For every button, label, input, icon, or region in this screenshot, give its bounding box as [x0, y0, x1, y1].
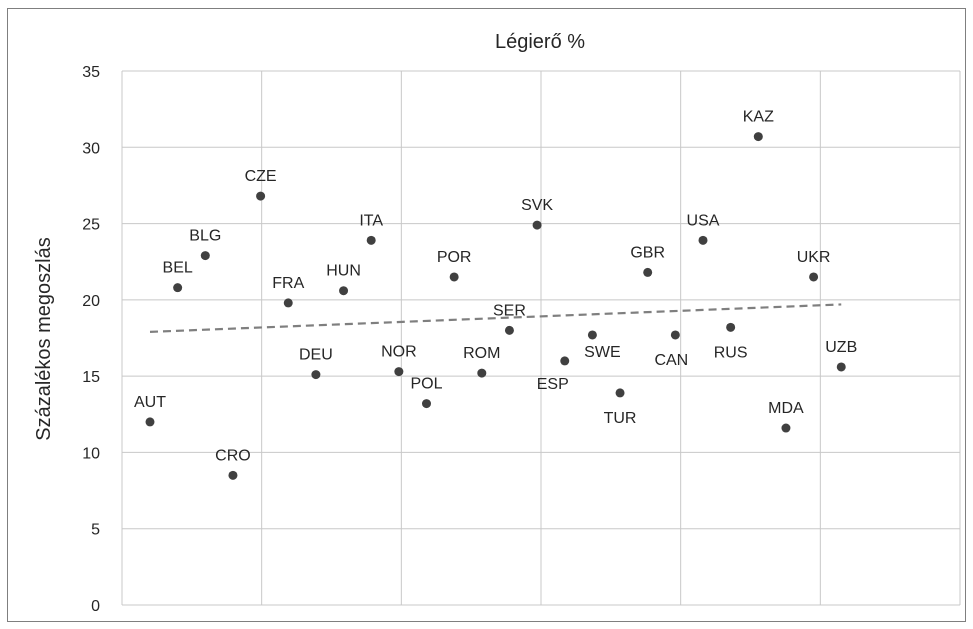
data-label-deu: DEU [299, 347, 333, 364]
data-point-aut [145, 417, 155, 427]
data-point-esp [560, 356, 570, 366]
chart-title: Légierő % [495, 31, 585, 53]
data-points [145, 132, 846, 480]
data-label-mda: MDA [768, 400, 804, 417]
data-point-rom [477, 368, 487, 378]
data-point-ita [366, 235, 376, 245]
data-point-hun [339, 286, 349, 296]
data-label-svk: SVK [521, 197, 553, 214]
data-point-cze [256, 191, 266, 201]
data-label-kaz: KAZ [743, 109, 774, 126]
data-point-bel [173, 283, 183, 293]
y-tick-label: 5 [91, 522, 100, 539]
data-point-mda [781, 423, 791, 433]
data-label-nor: NOR [381, 344, 417, 361]
gridlines [121, 70, 961, 606]
data-point-por [449, 272, 459, 282]
data-point-kaz [753, 132, 763, 142]
data-label-ita: ITA [359, 212, 383, 229]
data-label-usa: USA [687, 212, 720, 229]
data-label-aut: AUT [134, 394, 166, 411]
data-label-bel: BEL [163, 260, 193, 277]
data-label-por: POR [437, 249, 472, 266]
data-point-rus [726, 322, 736, 332]
data-label-pol: POL [410, 376, 442, 393]
data-label-swe: SWE [584, 344, 620, 361]
y-tick-label: 30 [82, 140, 100, 157]
data-label-ser: SER [493, 302, 526, 319]
data-point-swe [587, 330, 597, 340]
data-label-ukr: UKR [797, 249, 831, 266]
data-point-deu [311, 370, 321, 380]
data-label-tur: TUR [604, 410, 637, 427]
data-label-blg: BLG [189, 228, 221, 245]
y-tick-label: 25 [82, 217, 100, 234]
data-point-cro [228, 470, 238, 480]
data-point-ser [504, 325, 514, 335]
data-point-fra [283, 298, 293, 308]
data-point-gbr [643, 267, 653, 277]
data-point-blg [200, 251, 210, 261]
data-label-rus: RUS [714, 344, 748, 361]
trendline [149, 303, 842, 333]
data-point-usa [698, 235, 708, 245]
y-tick-label: 10 [82, 445, 100, 462]
data-label-cze: CZE [245, 168, 277, 185]
y-axis-title: Százalékos megoszlás [33, 237, 55, 440]
data-labels: AUT BEL BLG CRO CZE FRA DEU HUN ITA NOR POL POR ROM S… [134, 109, 857, 465]
data-point-ukr [809, 272, 819, 282]
y-tick-label: 20 [82, 293, 100, 310]
data-label-hun: HUN [326, 263, 361, 280]
y-tick-label: 0 [91, 598, 100, 615]
y-tick-label: 15 [82, 369, 100, 386]
data-label-esp: ESP [537, 376, 569, 393]
y-axis-ticks: 0 5 10 15 20 25 30 35 [82, 64, 100, 615]
data-point-can [670, 330, 680, 340]
data-label-gbr: GBR [630, 244, 665, 261]
data-point-svk [532, 220, 542, 230]
data-point-tur [615, 388, 625, 398]
data-label-fra: FRA [272, 275, 304, 292]
data-label-uzb: UZB [825, 339, 857, 356]
data-point-uzb [836, 362, 846, 372]
data-label-can: CAN [654, 352, 688, 369]
data-label-cro: CRO [215, 447, 251, 464]
trendline-dashed [149, 303, 842, 333]
data-label-rom: ROM [463, 345, 500, 362]
chart-area [7, 8, 966, 622]
data-point-nor [394, 367, 404, 377]
data-point-pol [422, 399, 431, 409]
y-tick-label: 35 [82, 64, 100, 81]
